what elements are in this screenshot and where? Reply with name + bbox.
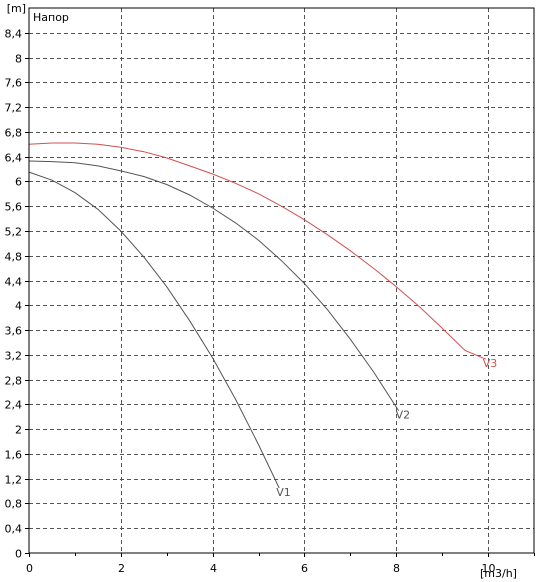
y-tick-label: 4,8 [5,251,23,264]
x-tick-label: 0 [26,562,33,575]
axis-ticks [25,33,535,557]
y-tick-label: 0,8 [5,498,23,511]
series-label-v2: V2 [396,409,411,422]
series-line-v1 [28,171,280,489]
y-tick-label: 4,4 [5,276,23,289]
x-tick-label: 10 [482,562,496,575]
x-tick-label: 4 [210,562,217,575]
x-tick-label: 2 [118,562,125,575]
chart-title: Напор [33,11,69,24]
series-label-v1: V1 [276,486,291,499]
x-axis-unit-label: [m3/h] [480,567,517,580]
series-label-v3: V3 [483,357,498,370]
y-tick-label: 1,6 [5,449,23,462]
y-tick-label: 0 [15,548,22,561]
y-tick-label: 6,4 [5,152,23,165]
y-tick-label: 5,6 [5,201,23,214]
y-tick-label: 2,8 [5,375,23,388]
y-tick-label: 6 [15,176,22,189]
y-tick-label: 8 [15,53,22,66]
y-tick-label: 0,4 [5,523,23,536]
y-tick-label: 1,2 [5,474,23,487]
curve-series: V1 V2 V3 [28,142,498,499]
y-tick-label: 8,4 [5,28,23,41]
y-tick-label: 2,4 [5,399,23,412]
x-tick-label: 8 [393,562,400,575]
y-tick-label: 2 [15,424,22,437]
y-axis-unit-label: [m] [7,2,26,15]
y-tick-label: 3,2 [5,350,23,363]
y-tick-label: 7,6 [5,77,23,90]
plot-frame [28,7,535,554]
y-tick-label: 4 [15,300,22,313]
axis-labels: 0 0,4 0,8 1,2 1,6 2 2,4 2,8 3,2 3,6 4 4,4 4,8 5,2 5,6 6… [5,2,496,575]
y-tick-label: 7,2 [5,102,23,115]
x-tick-label: 6 [301,562,308,575]
y-tick-label: 5,2 [5,226,23,239]
y-tick-label: 6,8 [5,127,23,140]
series-line-v2 [28,160,400,411]
series-line-v3 [28,142,486,360]
grid-lines [29,8,534,553]
y-tick-label: 3,6 [5,325,23,338]
